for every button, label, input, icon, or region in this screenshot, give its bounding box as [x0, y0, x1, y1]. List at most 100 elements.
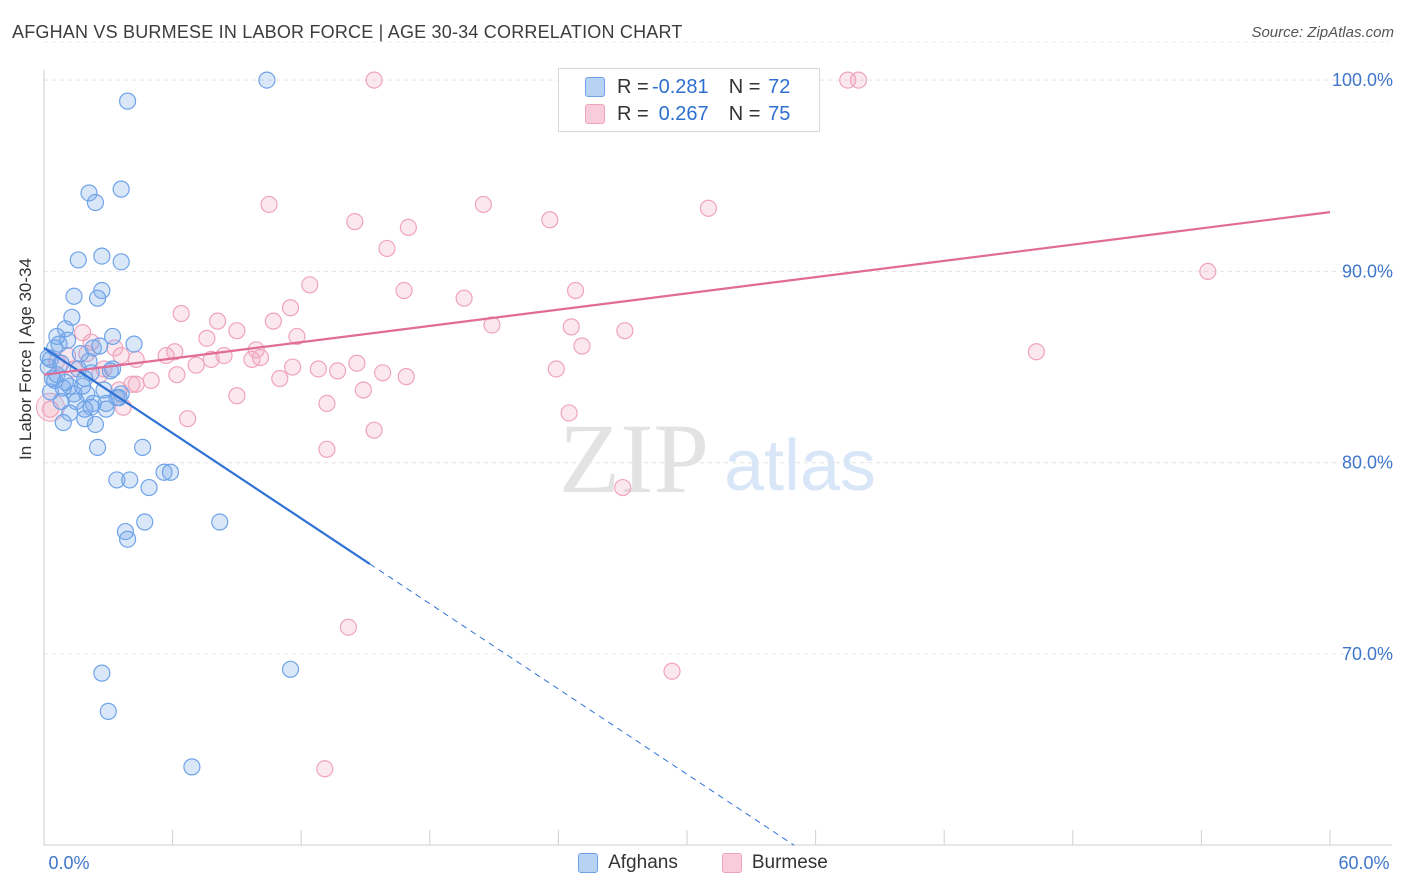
burmese-point	[142, 371, 160, 390]
burmese-point	[301, 276, 319, 294]
afghans-point	[136, 513, 154, 531]
burmese-point	[346, 213, 364, 231]
afghans-point	[125, 335, 143, 353]
legend-r-value: -0.281	[651, 75, 709, 98]
afghans-point	[103, 327, 122, 346]
burmese-point	[228, 322, 246, 340]
afghans-point	[50, 335, 68, 353]
burmese-point	[1027, 343, 1045, 361]
burmese-point	[348, 354, 366, 372]
legend-n-label: N =	[728, 102, 761, 125]
burmese-point	[179, 410, 197, 428]
burmese-point	[127, 350, 145, 368]
correlation-legend: R = -0.281 N = 72 R = 0.267 N = 75	[558, 68, 820, 132]
burmese-point	[849, 71, 868, 89]
afghans-point	[99, 702, 117, 720]
burmese-point	[399, 218, 417, 237]
burmese-swatch	[721, 853, 742, 873]
burmese-point	[566, 281, 585, 300]
burmese-point	[209, 312, 227, 330]
legend-row-afghans: R = -0.281 N = 72	[585, 75, 810, 99]
burmese-point	[284, 358, 302, 376]
burmese-point	[616, 322, 634, 340]
burmese-point	[378, 239, 396, 258]
afghans-point	[88, 289, 107, 307]
legend-r-label: R =	[617, 75, 649, 98]
afghans-point	[61, 404, 79, 422]
burmese-point	[329, 362, 347, 380]
burmese-point	[202, 350, 220, 368]
legend-r-value: 0.267	[658, 102, 709, 125]
afghans-point	[52, 392, 70, 411]
source-label: Source: ZipAtlas.com	[1251, 24, 1394, 41]
burmese-trend-line	[43, 211, 1331, 376]
chart-title: AFGHAN VS BURMESE IN LABOR FORCE | AGE 3…	[12, 22, 683, 42]
legend-label-afghans: Afghans	[608, 852, 678, 873]
afghans-point	[41, 383, 60, 401]
burmese-point	[354, 381, 372, 399]
burmese-point	[699, 199, 718, 217]
burmese-point	[318, 440, 336, 458]
afghans-point	[211, 513, 229, 531]
burmese-point	[316, 760, 334, 778]
afghans-point	[93, 664, 111, 682]
afghans-point	[54, 413, 72, 432]
afghans-points	[39, 71, 300, 776]
y-tick-labels: 70.0% 80.0% 90.0% 100.0%	[1332, 70, 1393, 664]
afghans-point	[118, 530, 137, 548]
afghans-point	[140, 478, 158, 497]
legend-item-burmese: Burmese	[721, 852, 828, 874]
afghans-point	[76, 410, 94, 428]
x-tick-labels: 0.0% 60.0%	[48, 853, 1389, 873]
burmese-swatch	[585, 104, 605, 124]
afghans-point	[69, 251, 87, 269]
afghans-trend-extension	[369, 563, 795, 846]
legend-item-afghans: Afghans	[578, 852, 678, 874]
afghans-point	[112, 253, 130, 271]
legend-n-value: 72	[768, 75, 791, 98]
afghans-swatch	[578, 853, 599, 873]
afghans-trend-line	[43, 347, 371, 565]
burmese-point	[560, 404, 578, 422]
burmese-point	[318, 394, 336, 412]
y-tick-label: 100.0%	[1332, 70, 1393, 90]
burmese-point	[264, 312, 282, 330]
legend-r-label: R =	[617, 102, 649, 125]
burmese-point	[365, 71, 383, 89]
afghans-point	[91, 337, 109, 355]
watermark-zip: ZIP	[559, 403, 709, 514]
afghans-point	[258, 71, 276, 89]
burmese-point	[455, 289, 473, 307]
burmese-point	[663, 662, 681, 680]
burmese-point	[1199, 262, 1217, 280]
afghans-point	[63, 308, 81, 326]
burmese-point	[339, 618, 357, 636]
afghans-point	[86, 193, 105, 212]
burmese-point	[374, 364, 392, 382]
burmese-point	[547, 360, 565, 378]
burmese-point	[251, 348, 270, 367]
x-tick-label: 60.0%	[1338, 853, 1389, 873]
afghans-point	[88, 438, 107, 456]
burmese-point	[397, 368, 415, 386]
afghans-point	[65, 287, 83, 305]
burmese-point	[168, 366, 186, 384]
afghans-point	[108, 471, 126, 489]
burmese-point	[288, 327, 306, 346]
burmese-points	[35, 71, 1217, 778]
afghans-swatch	[585, 77, 605, 97]
burmese-point	[166, 343, 184, 361]
afghans-point	[183, 758, 201, 776]
afghans-point	[121, 471, 139, 489]
series-legend: Afghans Burmese	[0, 852, 1406, 874]
burmese-point	[541, 211, 559, 229]
burmese-point	[260, 195, 278, 214]
watermark: ZIP atlas	[559, 403, 876, 514]
burmese-point	[309, 360, 327, 378]
trend-lines	[43, 211, 1331, 846]
watermark-atlas: atlas	[724, 426, 876, 506]
burmese-point	[281, 299, 300, 317]
burmese-point	[157, 346, 175, 365]
burmese-point	[562, 318, 580, 336]
